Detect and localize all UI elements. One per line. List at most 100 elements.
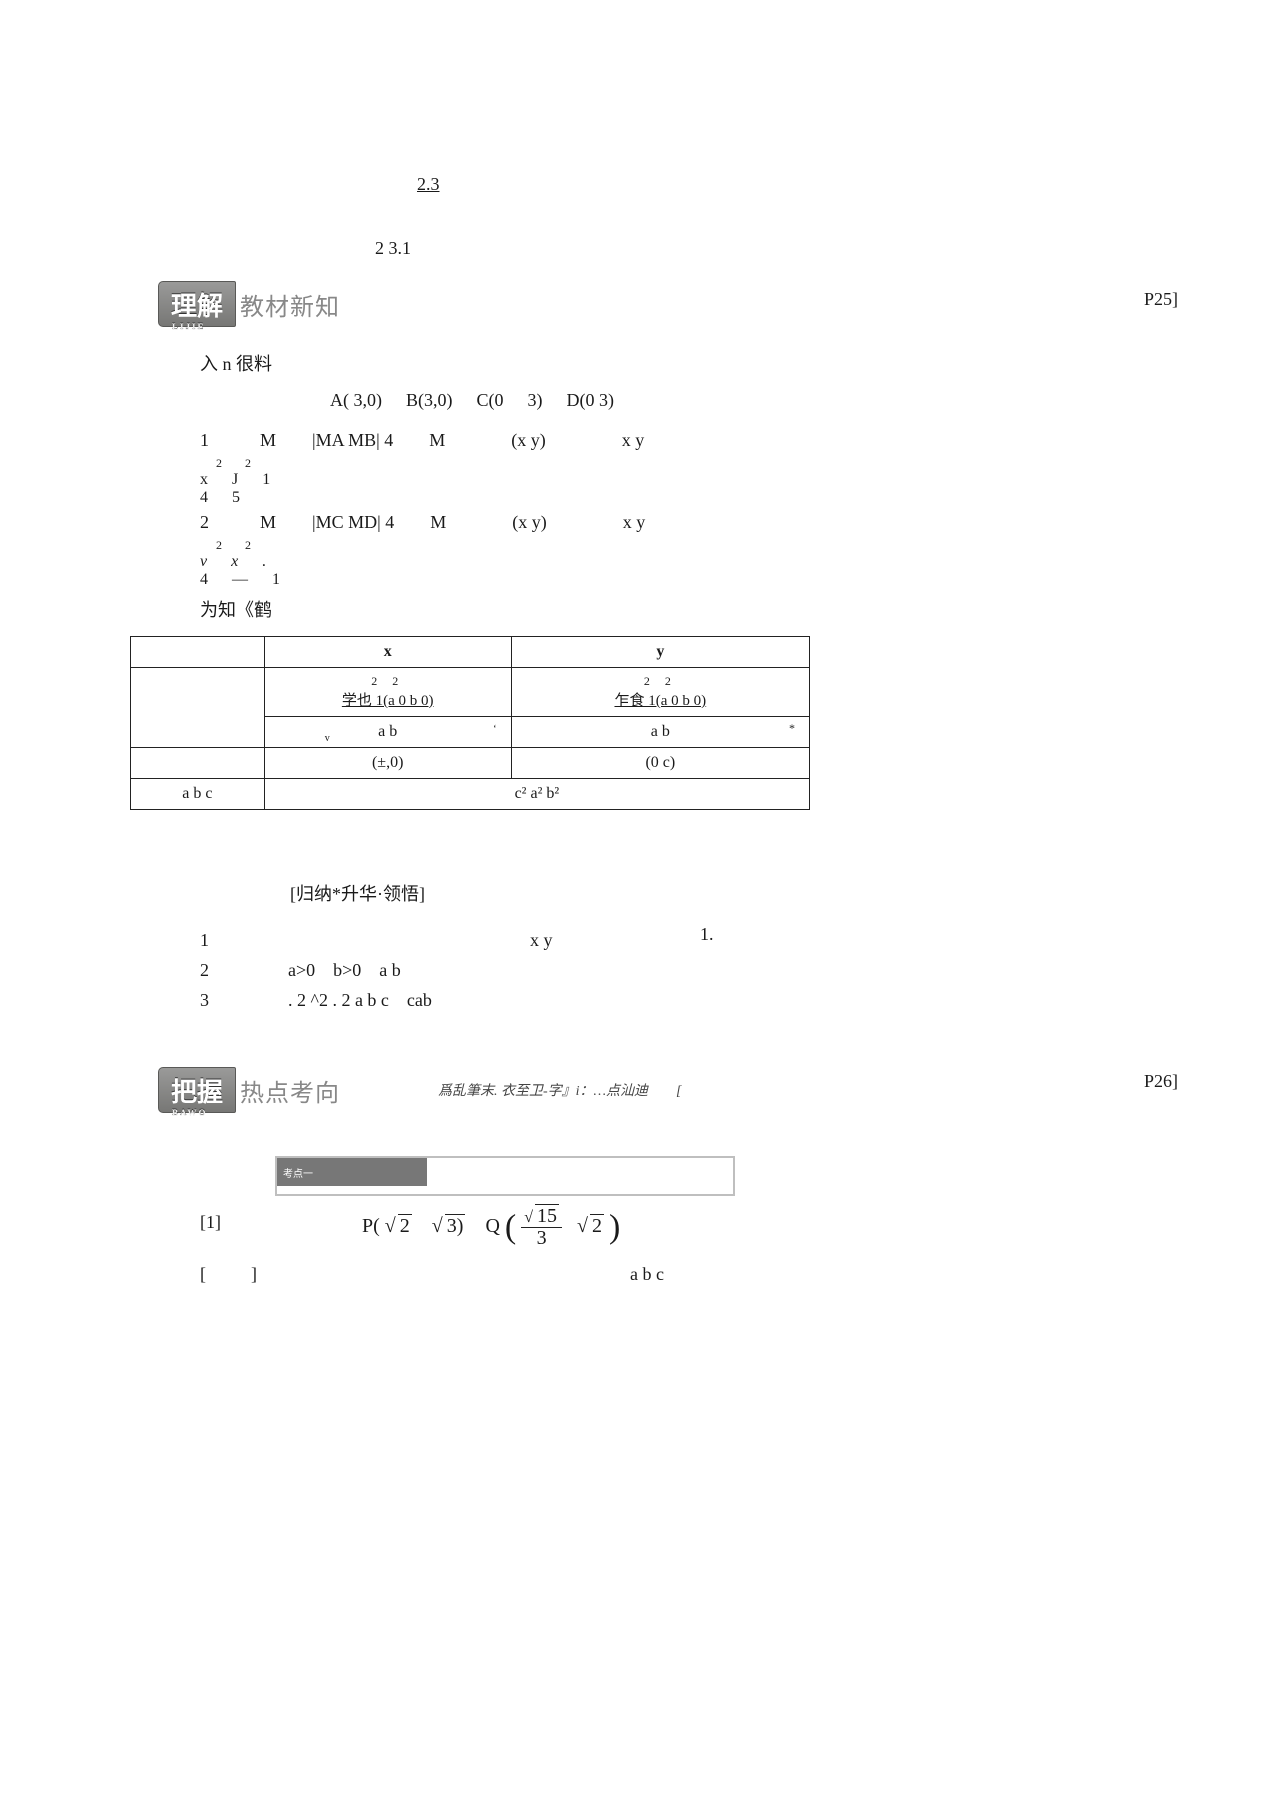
- frac-den: 3: [534, 1228, 550, 1249]
- note-1-tail: 1.: [700, 924, 714, 945]
- example-tab: 考点一: [277, 1158, 427, 1186]
- frac-top: x J 1: [200, 471, 280, 489]
- table-eq-y: 2 2 乍食 1(a 0 b 0): [511, 668, 809, 717]
- point-d: D(0 3): [567, 390, 615, 411]
- table-focus-label: [131, 748, 265, 779]
- frac-sup: 2 2: [216, 456, 280, 471]
- table-focus-y: (0 c): [511, 748, 809, 779]
- ex-cond: |MA MB| 4: [312, 430, 393, 451]
- frac-bot: 4 — 1: [200, 571, 290, 589]
- sqrt-val: 2: [590, 1214, 604, 1237]
- banner-main: 把握: [171, 1072, 223, 1109]
- exercise-1: 1: [200, 430, 240, 451]
- banner-main: 理解: [171, 286, 223, 323]
- table-hdr-x: x: [264, 637, 511, 668]
- ex-leader: M: [260, 512, 276, 533]
- point-c3: 3): [528, 390, 543, 411]
- example-label: [1]: [200, 1212, 221, 1233]
- intro-header: 入 n 很料: [200, 350, 272, 376]
- note-2-body: a>0 b>0 a b: [288, 960, 401, 981]
- table-header-row: x y: [131, 637, 810, 668]
- notes-header: [归纳*升华·领悟]: [290, 880, 425, 906]
- mark-v: v: [325, 733, 330, 744]
- point-b: B(3,0): [406, 390, 453, 411]
- frac-bot: 4 5: [200, 489, 280, 507]
- ex-cond: |MC MD| 4: [312, 512, 394, 533]
- note-1: 1: [200, 930, 240, 951]
- note-3: 3: [200, 990, 240, 1011]
- ab-text: a b: [378, 723, 397, 740]
- radical-icon: √: [524, 1209, 533, 1226]
- eq-sup: 2 2: [522, 674, 799, 689]
- exercise-1-body: M |MA MB| 4 M (x y) x y: [260, 430, 644, 451]
- sqrt-val: 3): [445, 1214, 466, 1237]
- eq-body: 乍食 1(a 0 b 0): [522, 689, 799, 710]
- example-box: 考点一: [275, 1156, 735, 1196]
- exercise-num: 1: [200, 430, 240, 451]
- table-eq-label: [131, 668, 265, 748]
- example-P: P(: [362, 1215, 380, 1237]
- table-row: (±,0) (0 c): [131, 748, 810, 779]
- exercise-2-body: M |MC MD| 4 M (x y) x y: [260, 512, 645, 533]
- ab-text: a b: [651, 723, 670, 740]
- banner-badge: 理解 LIJIE: [158, 281, 236, 327]
- frac-num: 15: [535, 1204, 559, 1227]
- eq-sup: 2 2: [275, 674, 501, 689]
- page-ref-bottom: P26]: [1144, 1071, 1178, 1092]
- frac-sup: 2 2: [216, 538, 290, 553]
- note-num: 3: [200, 990, 240, 1011]
- note-1-body: x y: [530, 930, 553, 951]
- ex-pt: (x y): [511, 430, 546, 451]
- ex-mid: M: [429, 430, 445, 451]
- table-hdr-blank: [131, 637, 265, 668]
- table-rel-label: a b c: [131, 779, 265, 810]
- radical-icon: √: [577, 1215, 588, 1237]
- frac-top: v x .: [200, 553, 290, 571]
- radical-icon: √: [385, 1215, 396, 1237]
- point-c0: C(0: [477, 390, 504, 411]
- note-2: 2: [200, 960, 240, 981]
- understand-banner: 理解 LIJIE 教材新知: [158, 277, 340, 331]
- note-num: 1: [200, 930, 240, 951]
- sqrt-val: 2: [398, 1214, 412, 1237]
- lparen-icon: (: [505, 1209, 516, 1246]
- banner-tail: 热点考向: [240, 1073, 340, 1108]
- table-focus-x: (±,0): [264, 748, 511, 779]
- table-row: 2 2 学也 1(a 0 b 0) 2 2 乍食 1(a 0 b 0): [131, 668, 810, 717]
- ex-mid: M: [430, 512, 446, 533]
- ex-tail: x y: [622, 430, 645, 451]
- exercise-1-frac: 2 2 x J 1 4 5: [200, 456, 280, 507]
- page-ref-top: P25]: [1144, 289, 1178, 310]
- banner-tail: 教材新知: [240, 287, 340, 322]
- example-math: P( √2 √3) Q ( √15 3 √2 ): [362, 1206, 620, 1249]
- exercise-2-frac: 2 2 v x . 4 — 1: [200, 538, 290, 589]
- table-hdr-y: y: [511, 637, 809, 668]
- exercise-num: 2: [200, 512, 240, 533]
- rparen-icon: ): [609, 1209, 620, 1246]
- ex-tail: x y: [623, 512, 646, 533]
- table-row: a b c c² a² b²: [131, 779, 810, 810]
- grasp-banner: 把握 BAWO 热点考向: [158, 1063, 340, 1117]
- radical-icon: √: [432, 1215, 443, 1237]
- table-rel-val: c² a² b²: [264, 779, 809, 810]
- table-ab-x: a b v ‘: [264, 717, 511, 748]
- note-num: 2: [200, 960, 240, 981]
- points-line: A( 3,0) B(3,0) C(0 3) D(0 3): [330, 390, 614, 411]
- point-a: A( 3,0): [330, 390, 382, 411]
- mark-tick: ‘: [493, 723, 497, 735]
- example-tail: a b c: [630, 1264, 664, 1285]
- subsection-number: 2 3.1: [375, 238, 411, 259]
- mark-star: *: [789, 721, 795, 736]
- section-number: 2.3: [417, 174, 440, 195]
- ex-pt: (x y): [512, 512, 547, 533]
- banner-badge: 把握 BAWO: [158, 1067, 236, 1113]
- ex-leader: M: [260, 430, 276, 451]
- standard-form-table: x y 2 2 学也 1(a 0 b 0) 2 2 乍食 1(a 0 b 0) …: [130, 636, 810, 810]
- banner-pinyin: LIJIE: [172, 322, 206, 332]
- example-Q: Q: [485, 1215, 499, 1237]
- example-bracket: [ ]: [200, 1264, 257, 1285]
- table-ab-y: a b *: [511, 717, 809, 748]
- example-frac: √15 3: [521, 1206, 562, 1249]
- note-3-body: . 2 ^2 . 2 a b c cab: [288, 990, 432, 1011]
- table-eq-x: 2 2 学也 1(a 0 b 0): [264, 668, 511, 717]
